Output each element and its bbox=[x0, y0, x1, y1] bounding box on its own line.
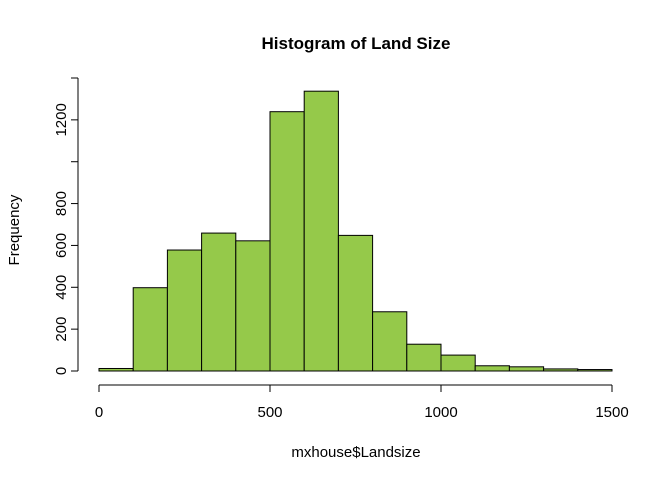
histogram-bar bbox=[235, 240, 271, 372]
histogram-bar bbox=[372, 311, 408, 372]
histogram-bar bbox=[508, 366, 545, 372]
histogram-bar bbox=[577, 369, 613, 372]
x-tick-label: 500 bbox=[257, 404, 282, 421]
histogram-bar bbox=[98, 367, 134, 372]
histogram-bar bbox=[440, 354, 476, 372]
y-tick-label: 400 bbox=[53, 275, 70, 300]
x-axis-label: mxhouse$Landsize bbox=[291, 444, 420, 461]
histogram-bar bbox=[543, 368, 579, 372]
x-tick-label: 0 bbox=[95, 404, 103, 421]
y-tick-label: 200 bbox=[53, 317, 70, 342]
histogram-bar bbox=[132, 287, 168, 372]
histogram-bar bbox=[337, 234, 374, 372]
chart-title: Histogram of Land Size bbox=[262, 34, 451, 53]
bars-group bbox=[98, 90, 613, 372]
x-tick-label: 1000 bbox=[424, 404, 457, 421]
histogram-bar bbox=[166, 249, 203, 372]
y-axis: 0 200 400 600 800 1200 bbox=[53, 77, 79, 375]
y-tick-label: 1200 bbox=[53, 103, 70, 136]
y-tick-label: 800 bbox=[53, 191, 70, 216]
histogram-bar bbox=[406, 343, 442, 372]
x-axis: 0 500 1000 1500 bbox=[95, 384, 629, 421]
y-tick-label: 600 bbox=[53, 233, 70, 258]
y-axis-label: Frequency bbox=[6, 194, 23, 265]
y-tick-label: 0 bbox=[53, 367, 70, 375]
histogram-bar bbox=[474, 365, 510, 372]
histogram-bar bbox=[303, 90, 339, 372]
histogram-bar bbox=[269, 111, 305, 372]
histogram-bar bbox=[201, 232, 237, 372]
x-tick-label: 1500 bbox=[595, 404, 628, 421]
